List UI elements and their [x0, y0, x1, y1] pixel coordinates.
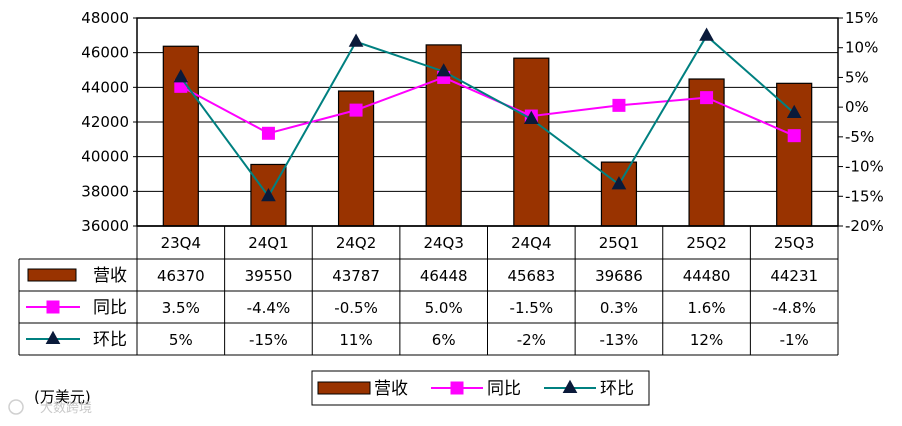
table-cell: 0.3%	[600, 299, 638, 317]
bar	[600, 161, 638, 227]
y-right-tick-label: -5%	[845, 128, 874, 146]
series-line	[180, 76, 795, 137]
bar	[776, 82, 813, 227]
data-point	[173, 69, 189, 83]
data-point	[261, 188, 276, 202]
y-left-tick-label: 40000	[81, 148, 129, 166]
table-cell: 46370	[157, 267, 205, 285]
data-point	[699, 27, 714, 41]
watermark-text: 大数跨境	[40, 401, 92, 416]
table-cell: 44231	[770, 267, 818, 285]
data-point	[348, 33, 364, 47]
legend-key-marker	[450, 381, 464, 395]
table-cell: 43787	[332, 267, 380, 285]
y-left-tick-label: 42000	[81, 113, 129, 131]
x-category-label: 24Q2	[336, 234, 376, 252]
data-point	[261, 126, 275, 140]
watermark: 大数跨境	[8, 399, 92, 416]
x-category-label: 24Q1	[248, 234, 288, 252]
data-point	[436, 63, 452, 77]
x-category-label: 23Q4	[161, 234, 201, 252]
table-cell: 39550	[245, 267, 293, 285]
growth-lines	[173, 27, 802, 202]
table-cell: -15%	[249, 331, 288, 349]
y-right-tick-label: -10%	[845, 158, 884, 176]
row-header-label: 营收	[93, 266, 127, 286]
bar	[513, 57, 550, 227]
table-cell: 39686	[595, 267, 643, 285]
data-table: 23Q4 24Q1 24Q2 24Q3 24Q4 25Q1 25Q2 25Q3 营收 46370 3…	[18, 225, 839, 356]
data-point	[349, 103, 363, 117]
table-cell: 45683	[507, 267, 555, 285]
row-key-marker	[45, 330, 61, 344]
data-point	[786, 104, 802, 119]
series-line	[180, 34, 795, 199]
bar	[425, 44, 462, 227]
table-cell: 12%	[690, 331, 723, 349]
table-cell: 1.6%	[688, 299, 726, 317]
unit-label: (万美元)	[34, 388, 91, 406]
y-right-tick-label: 15%	[845, 9, 878, 27]
data-point	[700, 91, 714, 105]
row-header-label: 环比	[93, 330, 127, 350]
x-category-label: 25Q1	[599, 234, 639, 252]
table-cell: -1%	[780, 331, 809, 349]
x-category-label: 25Q2	[686, 234, 726, 252]
y-right-tick-label: -20%	[845, 217, 884, 235]
legend: 营收 同比 环比	[311, 370, 650, 406]
y-left-tick-label: 38000	[81, 182, 129, 200]
legend-label: 同比	[487, 379, 521, 399]
row-header-label: 同比	[93, 298, 127, 318]
data-point	[523, 110, 539, 124]
y-left-tick-label: 36000	[81, 217, 129, 235]
y-right-tick-label: 0%	[845, 98, 869, 116]
table-cell: 11%	[339, 331, 372, 349]
data-point	[787, 129, 801, 143]
legend-label: 营收	[374, 379, 408, 399]
table-cell: -4.4%	[247, 299, 291, 317]
table-cell: 6%	[432, 331, 456, 349]
data-point	[612, 98, 626, 112]
legend-key-marker	[562, 379, 578, 393]
y-right-tick-label: 5%	[845, 68, 869, 86]
x-category-label: 24Q4	[511, 234, 551, 252]
y-right-tick-label: 10%	[845, 39, 878, 57]
table-cell: 5.0%	[425, 299, 463, 317]
revenue-bars	[162, 44, 813, 227]
table-cell: -0.5%	[334, 299, 378, 317]
row-key-bar	[27, 268, 77, 282]
gridlines	[137, 52, 838, 192]
table-cell: -1.5%	[510, 299, 554, 317]
watermark-logo-icon	[8, 399, 24, 415]
table-cell: 5%	[169, 331, 193, 349]
data-point	[611, 176, 627, 190]
x-category-label: 24Q3	[423, 234, 463, 252]
y-right-tick-label: -15%	[845, 187, 884, 205]
x-category-label: 25Q3	[774, 234, 814, 252]
table-cell: -4.8%	[772, 299, 816, 317]
table-cell: -13%	[600, 331, 639, 349]
table-cell: -2%	[517, 331, 546, 349]
y-left-tick-label: 46000	[81, 44, 129, 62]
legend-key-bar	[317, 381, 371, 395]
row-key-marker	[46, 300, 60, 314]
table-cell: 46448	[420, 267, 468, 285]
y-left-tick-label: 48000	[81, 9, 129, 27]
legend-label: 环比	[600, 379, 634, 399]
y-left-tick-label: 44000	[81, 78, 129, 96]
table-cell: 44480	[683, 267, 731, 285]
table-cell: 3.5%	[162, 299, 200, 317]
